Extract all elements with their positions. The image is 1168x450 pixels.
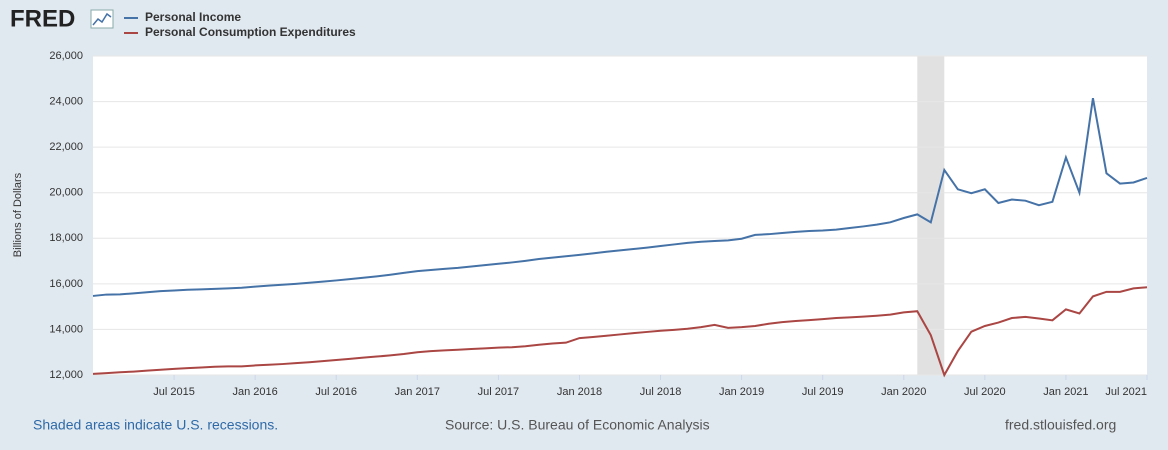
x-tick-label: Jul 2021	[1105, 386, 1147, 398]
y-tick-label: 20,000	[49, 187, 83, 199]
x-tick-label: Jan 2020	[881, 386, 926, 398]
x-tick-label: Jul 2017	[478, 386, 520, 398]
y-tick-label: 22,000	[49, 141, 83, 153]
legend-label: Personal Income	[145, 10, 241, 24]
x-tick-label: Jul 2018	[640, 386, 682, 398]
recession-shade	[917, 56, 945, 375]
x-tick-label: Jan 2019	[719, 386, 764, 398]
legend-label: Personal Consumption Expenditures	[145, 25, 356, 39]
source: Source: U.S. Bureau of Economic Analysis	[445, 417, 710, 433]
recession-note[interactable]: Shaded areas indicate U.S. recessions.	[33, 417, 278, 433]
plot-area	[93, 56, 1147, 375]
y-tick-label: 18,000	[49, 232, 83, 244]
x-tick-label: Jul 2015	[153, 386, 195, 398]
series-line	[92, 286, 1148, 378]
site-link[interactable]: fred.stlouisfed.org	[1005, 417, 1116, 433]
y-tick-label: 16,000	[49, 278, 83, 290]
logo[interactable]: FRED	[10, 5, 75, 32]
x-tick-label: Jan 2021	[1043, 386, 1088, 398]
x-tick-label: Jan 2018	[557, 386, 602, 398]
y-axis-label: Billions of Dollars	[12, 172, 24, 257]
y-tick-label: 24,000	[49, 95, 83, 107]
x-tick-label: Jul 2016	[315, 386, 357, 398]
x-tick-label: Jul 2019	[802, 386, 844, 398]
x-tick-label: Jan 2016	[233, 386, 278, 398]
x-tick-label: Jul 2020	[964, 386, 1006, 398]
y-tick-label: 14,000	[49, 323, 83, 335]
series-line	[92, 97, 1148, 297]
y-tick-label: 12,000	[49, 369, 83, 381]
x-tick-label: Jan 2017	[395, 386, 440, 398]
logo-icon	[90, 9, 114, 29]
y-tick-label: 26,000	[49, 50, 83, 62]
